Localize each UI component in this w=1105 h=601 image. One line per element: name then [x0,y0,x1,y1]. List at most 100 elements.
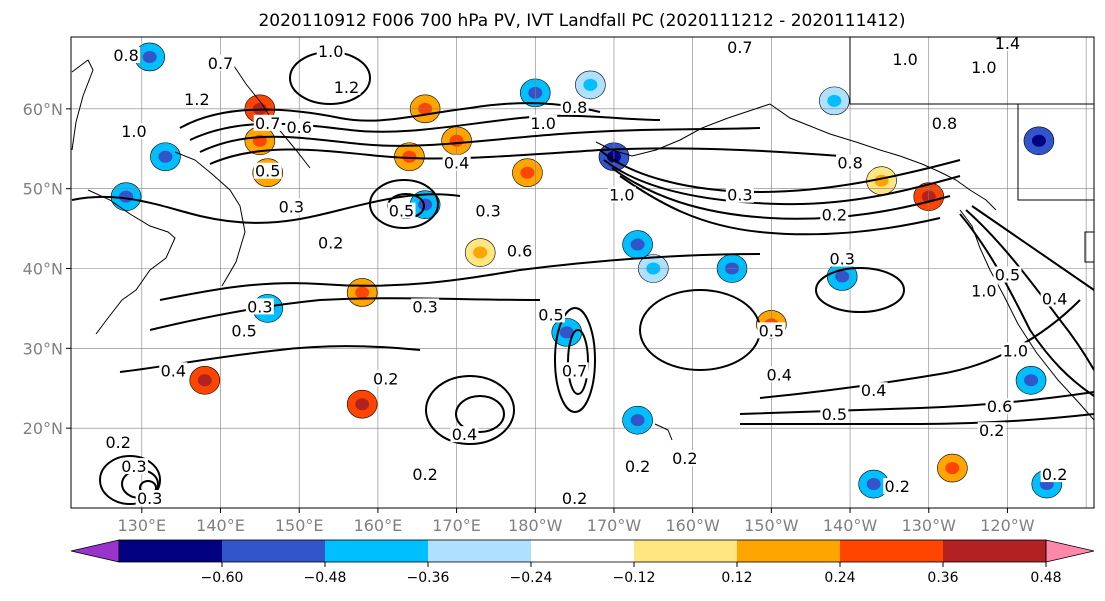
x-tick-label: 170°W [587,516,642,535]
colorbar-cell [531,540,634,562]
contour-label: 0.2 [318,234,343,253]
contour-label-bg [859,382,888,399]
x-tick-label: 180°W [508,516,563,535]
contour-label: 0.7 [562,361,587,380]
contour-label: 0.4 [861,381,886,400]
contour-label: 0.2 [625,457,650,476]
contour-label-bg [230,322,259,339]
contour-label: 1.0 [1003,341,1028,360]
contour-label-bg [316,234,345,251]
contour-label: 0.7 [727,38,752,57]
pv-shaded-core [874,174,889,187]
contour-label-bg [119,122,148,139]
pv-shaded-core [197,374,212,387]
graticule-grid [71,37,1094,508]
contour-label: 0.6 [507,242,532,261]
contour-line [455,395,505,433]
coastline-north-america-west [959,209,1094,421]
coastline-japan-korea [87,189,176,335]
colorbar-extend-high [1045,539,1095,563]
colorbar-tick-label: −0.36 [407,570,450,586]
contour-label: 0.3 [412,297,437,316]
coastline-alaska-south [769,103,997,211]
contour-label: 0.7 [208,54,233,73]
contour-label-bg [828,250,857,267]
pv-shaded-core [559,326,574,339]
contour-label-bg [757,322,786,339]
contour-label-bg [993,266,1022,283]
contour-labels: 0.8 0.7 1.2 1.0 1.2 1.0 0.7 0.6 0.5 0.3 0.2 0.4 0.5 0… [104,37,1069,508]
contour-label: 0.4 [161,361,186,380]
contour-label-bg [253,114,282,131]
contour-line [199,127,761,153]
contour-label-bg [623,458,652,475]
plot-frame [70,36,1095,509]
contour-label: 0.4 [444,154,469,173]
colorbar-cell [428,540,531,562]
contour-line [815,267,905,313]
contour-label-bg [411,298,440,315]
pv-shaded-core [866,478,881,491]
colorbar-tick-label: −0.48 [304,570,347,586]
contour-label-bg [985,398,1014,415]
contour-line [759,299,1081,399]
pv-contours [71,51,1094,505]
contour-label-bg [537,306,566,323]
contour-line [369,179,439,229]
contour-label-bg [930,114,959,131]
contour-label-bg [112,46,141,63]
colorbar-cell [222,540,325,562]
contour-line [611,167,951,220]
contour-label: 0.2 [562,489,587,508]
colorbar-cell [840,540,943,562]
contour-label: 0.8 [113,46,138,65]
coastline-hawaii [654,423,673,441]
contour-label-bg [316,42,345,59]
pv-shaded-core [835,270,850,283]
colorbar-cell [119,540,222,562]
contour-label: 0.3 [829,250,854,269]
contour-label: 0.4 [1042,289,1067,308]
y-tick-label: 60°N [23,100,63,119]
contour-label: 0.2 [979,421,1004,440]
y-axis-ticks: 20°N 30°N 40°N 50°N 60°N [23,100,71,438]
contour-label-bg [765,366,794,383]
contour-label-bg [135,490,164,507]
contour-line [179,102,601,129]
colorbar-frame [118,539,1047,563]
contour-label-bg [560,490,589,507]
colorbar-extend-low [70,539,120,563]
pv-shaded-core [1031,134,1046,147]
contour-label: 0.4 [767,365,792,384]
pv-shaded-core [520,166,535,179]
contour-label-bg [1040,466,1069,483]
contour-label-bg [159,362,188,379]
x-tick-label: 130°W [902,516,957,535]
colorbar-cell [737,540,840,562]
x-tick-label: 140°E [196,516,245,535]
contour-label-bg [505,242,534,259]
y-tick-label: 20°N [23,419,63,438]
contour-label: 1.0 [609,186,634,205]
contour-label: 0.2 [1042,465,1067,484]
pv-anomaly-shading [110,42,1063,499]
x-tick-label: 140°W [823,516,878,535]
contour-label: 0.6 [286,118,311,137]
contour-label: 1.0 [530,114,555,133]
colorbar-tick-label: 0.48 [1030,570,1061,586]
colorbar-cell [325,540,428,562]
pv-shaded-core [630,414,645,427]
contour-label: 1.2 [184,90,209,109]
contour-label: 0.3 [121,457,146,476]
contour-label: 1.2 [334,78,359,97]
contour-line [739,391,1094,415]
pv-shaded-core [355,398,370,411]
contour-line [159,253,761,301]
contour-label: 0.3 [727,186,752,205]
x-tick-label: 130°E [117,516,166,535]
contour-line [740,413,1094,426]
contour-label: 0.3 [137,489,162,508]
coastline-aleutians [595,103,771,157]
pv-shaded-core [402,150,417,163]
colorbar-tick-label: −0.60 [201,570,244,586]
